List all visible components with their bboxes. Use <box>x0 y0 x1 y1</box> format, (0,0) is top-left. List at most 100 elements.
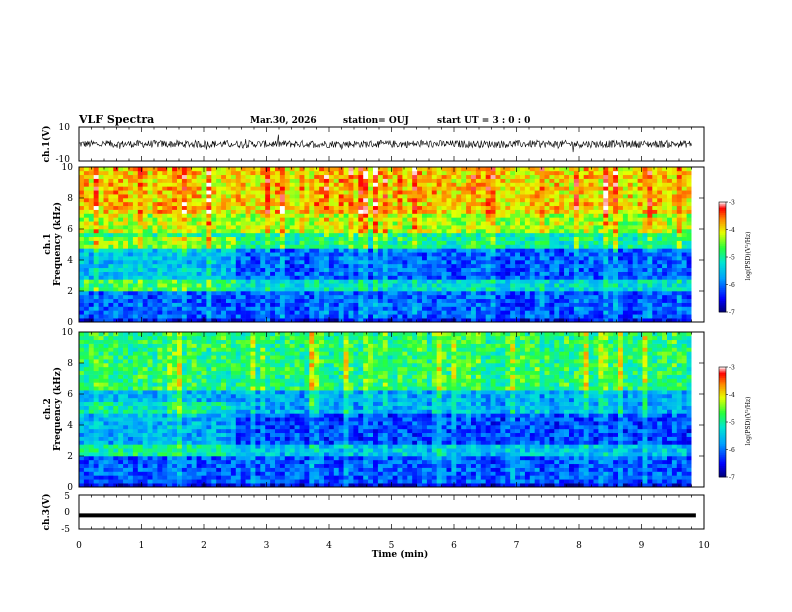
spectrogram-cell <box>637 213 643 218</box>
spectrogram-cell <box>201 178 207 183</box>
spectrogram-cell <box>490 221 496 226</box>
spectrogram-cell <box>397 256 403 261</box>
spectrogram-cell <box>211 279 217 284</box>
spectrogram-cell <box>343 271 349 276</box>
spectrogram-cell <box>632 302 638 307</box>
spectrogram-cell <box>319 186 325 191</box>
spectrogram-cell <box>578 205 584 210</box>
spectrogram-cell <box>593 217 599 222</box>
spectrogram-cell <box>162 298 168 303</box>
spectrogram-cell <box>157 205 163 210</box>
spectrogram-cell <box>118 198 124 203</box>
spectrogram-cell <box>441 240 447 245</box>
spectrogram-cell <box>642 267 648 272</box>
spectrogram-cell <box>382 256 388 261</box>
spectrogram-cell <box>529 209 535 214</box>
spectrogram-cell <box>177 260 183 265</box>
spectrogram-cell <box>466 260 472 265</box>
spectrogram-cell <box>289 314 295 319</box>
spectrogram-cell <box>191 314 197 319</box>
spectrogram-cell <box>377 275 384 280</box>
spectrogram-cell <box>294 229 300 234</box>
spectrogram-cell <box>152 201 158 207</box>
spectrogram-cell <box>466 170 472 176</box>
spectrogram-cell <box>490 291 496 296</box>
spectrogram-cell <box>319 294 325 300</box>
spectrogram-cell <box>515 318 521 323</box>
spectrogram-cell <box>377 213 384 218</box>
spectrogram-cell <box>206 205 212 210</box>
spectrogram-cell <box>177 198 183 203</box>
spectrogram-cell <box>662 167 668 172</box>
spectrogram-cell <box>93 260 99 265</box>
spectrogram-cell <box>524 291 531 296</box>
spectrogram-cell <box>118 263 124 269</box>
spectrogram-cell <box>569 252 575 257</box>
spectrogram-cell <box>534 294 540 300</box>
spectrogram-cell <box>412 182 418 187</box>
spectrogram-cell <box>162 182 168 187</box>
spectrogram-cell <box>118 248 124 253</box>
spectrogram-cell <box>333 275 339 280</box>
spectrogram-cell <box>618 256 624 261</box>
spectrogram-cell <box>260 178 266 183</box>
spectrogram-cell <box>544 167 550 172</box>
spectrogram-cell <box>647 279 653 284</box>
spectrogram-cell <box>363 306 369 311</box>
spectrogram-cell <box>407 229 413 234</box>
spectrogram-cell <box>265 298 271 303</box>
spectrogram-cell <box>539 298 545 303</box>
spectrogram-cell <box>79 287 85 292</box>
spectrogram-cell <box>608 225 614 230</box>
spectrogram-cell <box>397 232 403 238</box>
spectrogram-cell <box>412 283 418 288</box>
spectrogram-cell <box>613 287 619 292</box>
spectrogram-cell <box>186 306 192 311</box>
spectrogram-cell <box>196 252 202 257</box>
spectrogram-cell <box>520 318 526 323</box>
spectrogram-cell <box>588 283 594 288</box>
spectrogram-cell <box>83 221 90 226</box>
spectrogram-cell <box>250 283 256 288</box>
spectrogram-cell <box>333 198 339 203</box>
spectrogram-cell <box>559 279 565 284</box>
spectrogram-cell <box>152 221 158 226</box>
spectrogram-cell <box>618 267 624 272</box>
spectrogram-cell <box>206 314 212 319</box>
spectrogram-cell <box>226 279 232 284</box>
spectrogram-cell <box>480 294 486 300</box>
spectrogram-cell <box>573 205 580 210</box>
spectrogram-cell <box>603 252 609 257</box>
spectrogram-cell <box>637 283 643 288</box>
spectrogram-cell <box>181 201 188 207</box>
spectrogram-cell <box>250 198 256 203</box>
spectrogram-cell <box>142 170 148 176</box>
spectrogram-cell <box>177 213 183 218</box>
spectrogram-cell <box>157 283 163 288</box>
spectrogram-cell <box>569 306 575 311</box>
spectrogram-cell <box>451 310 457 315</box>
spectrogram-cell <box>137 318 143 323</box>
spectrogram-cell <box>387 298 393 303</box>
spectrogram-cell <box>373 275 379 280</box>
spectrogram-cell <box>671 298 678 303</box>
spectrogram-cell <box>549 221 555 226</box>
spectrogram-cell <box>598 283 604 288</box>
spectrogram-cell <box>613 267 619 272</box>
spectrogram-cell <box>407 167 413 172</box>
spectrogram-cell <box>662 275 668 280</box>
spectrogram-cell <box>426 167 433 172</box>
spectrogram-cell <box>642 232 648 238</box>
spectrogram-cell <box>93 209 99 214</box>
spectrogram-cell <box>485 236 491 241</box>
spectrogram-cell <box>529 314 535 319</box>
spectrogram-cell <box>652 248 658 253</box>
spectrogram-cell <box>524 287 531 292</box>
spectrogram-cell <box>147 194 153 199</box>
spectrogram-cell <box>446 190 452 195</box>
spectrogram-cell <box>485 209 491 214</box>
spectrogram-cell <box>137 248 143 253</box>
spectrogram-cell <box>451 271 457 276</box>
spectrogram-cell <box>265 201 271 207</box>
spectrogram-cell <box>221 279 227 284</box>
